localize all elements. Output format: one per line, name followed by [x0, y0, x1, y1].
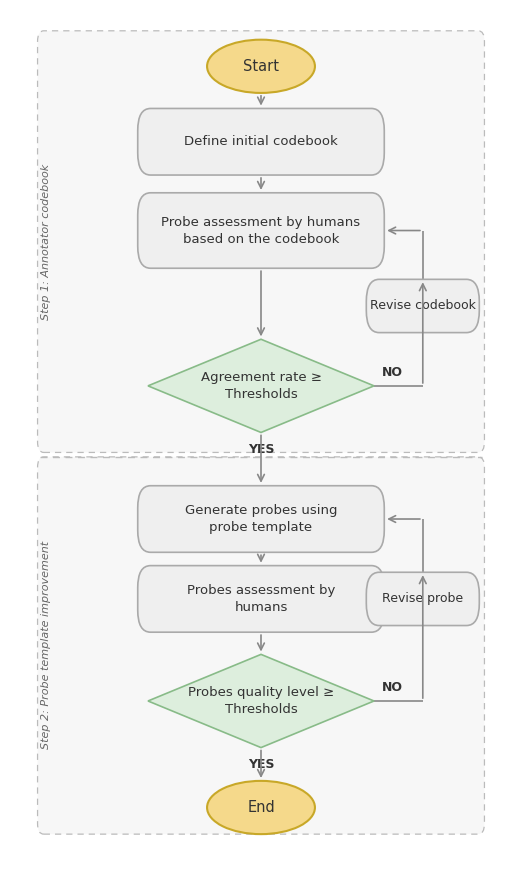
Text: Step 1: Annotator codebook: Step 1: Annotator codebook — [41, 164, 51, 320]
FancyBboxPatch shape — [366, 280, 479, 332]
Text: Probes assessment by
humans: Probes assessment by humans — [187, 584, 335, 614]
FancyBboxPatch shape — [138, 486, 384, 552]
Polygon shape — [148, 654, 374, 747]
FancyBboxPatch shape — [138, 108, 384, 175]
Text: Revise codebook: Revise codebook — [370, 299, 476, 313]
Text: Probe assessment by humans
based on the codebook: Probe assessment by humans based on the … — [161, 216, 361, 246]
Ellipse shape — [207, 39, 315, 93]
FancyBboxPatch shape — [38, 457, 484, 834]
Text: YES: YES — [248, 444, 274, 456]
FancyBboxPatch shape — [38, 30, 484, 452]
FancyBboxPatch shape — [366, 573, 479, 625]
Text: YES: YES — [248, 758, 274, 771]
Text: Define initial codebook: Define initial codebook — [184, 135, 338, 148]
Text: Agreement rate ≥
Thresholds: Agreement rate ≥ Thresholds — [200, 371, 322, 401]
Text: Generate probes using
probe template: Generate probes using probe template — [185, 504, 337, 534]
Polygon shape — [148, 340, 374, 433]
Text: NO: NO — [382, 681, 402, 694]
FancyBboxPatch shape — [138, 193, 384, 268]
Text: NO: NO — [382, 366, 402, 379]
Text: Step 2: Probe template improvement: Step 2: Probe template improvement — [41, 541, 51, 749]
Ellipse shape — [207, 781, 315, 834]
Text: End: End — [247, 800, 275, 815]
Text: Probes quality level ≥
Thresholds: Probes quality level ≥ Thresholds — [188, 686, 334, 716]
Text: Revise probe: Revise probe — [382, 592, 464, 606]
Text: Start: Start — [243, 59, 279, 73]
FancyBboxPatch shape — [138, 565, 384, 633]
